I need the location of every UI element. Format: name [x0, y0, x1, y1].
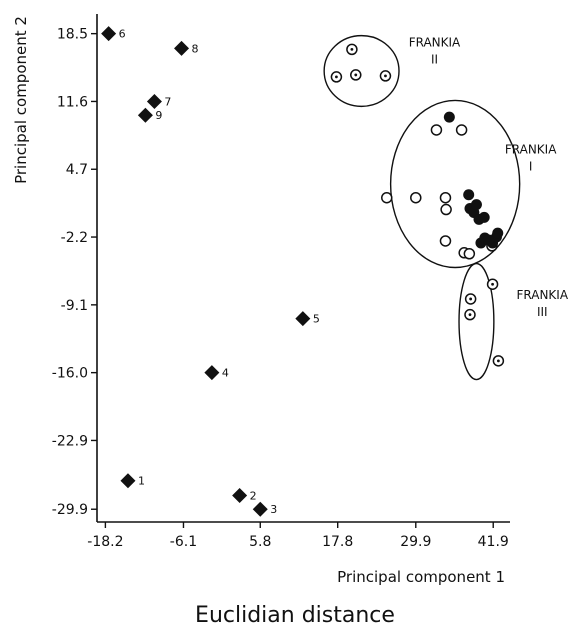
group-ellipses — [323, 34, 521, 381]
group-label-name: FRANKIA — [409, 35, 461, 49]
y-tick-label: 11.6 — [57, 94, 88, 110]
diamond-point-label: 3 — [270, 503, 277, 516]
x-axis-title: Principal component 1 — [337, 568, 505, 586]
dotted-circle-center — [468, 313, 472, 317]
group-label-numeral: I — [529, 160, 533, 174]
open-circle-marker — [455, 124, 468, 136]
figure-caption: Euclidian distance — [195, 603, 395, 628]
x-tick-label: 5.8 — [249, 534, 271, 550]
diamond-point-label: 8 — [192, 42, 199, 55]
group-label-name: FRANKIA — [516, 288, 568, 302]
diamond-point-label: 2 — [250, 489, 257, 502]
x-tick-label: 17.8 — [322, 534, 353, 550]
open-circle-marker — [430, 124, 443, 136]
group-ellipse — [389, 99, 521, 269]
dotted-circle-center — [354, 73, 358, 77]
dotted-circle-center — [335, 75, 338, 79]
filled-circle-marker — [463, 189, 475, 201]
group-label-numeral: II — [431, 52, 438, 66]
y-ticks: 18.5 11.6 4.7 -2.2 -9.1 -16.0 -22.9 -29.9 — [52, 27, 97, 518]
diamond-marker — [101, 26, 117, 42]
diamond-marker — [252, 501, 268, 517]
x-tick-label: 29.9 — [400, 534, 431, 550]
group-ellipse — [458, 262, 495, 381]
dotted-circle-center — [384, 74, 387, 78]
diamond-marker — [295, 311, 311, 327]
x-tick-label: 41.9 — [478, 534, 509, 550]
x-tick-label: -6.1 — [170, 534, 197, 550]
diamond-point-label: 9 — [155, 109, 162, 122]
diamond-marker — [137, 107, 153, 123]
x-ticks: -18.2 -6.1 5.8 17.8 29.9 41.9 — [87, 522, 509, 550]
y-axis-title: Principal component 2 — [12, 16, 30, 184]
filled-circle-marker — [478, 211, 490, 223]
diamond-marker — [174, 40, 190, 56]
open-circle-marker — [440, 203, 452, 216]
open-circle-marker — [463, 248, 476, 260]
diamond-point-label: 7 — [164, 95, 171, 108]
diamond-point-label: 6 — [119, 28, 126, 41]
open-circle-marker — [380, 191, 393, 204]
open-circle-marker — [439, 191, 452, 204]
y-tick-label: -29.9 — [52, 502, 88, 518]
dotted-circle-center — [350, 47, 354, 51]
y-tick-label: -16.0 — [52, 366, 88, 382]
diamond-point-label: 1 — [138, 475, 145, 488]
diamond-marker — [146, 93, 162, 109]
open-circle-marker — [439, 235, 452, 247]
filled-circle-marker — [470, 199, 482, 211]
y-tick-label: -2.2 — [61, 230, 88, 246]
dotted-circle-center — [496, 359, 500, 363]
group-labels: FRANKIA II FRANKIA I FRANKIA III — [409, 35, 569, 319]
diamond-point-label: 4 — [222, 367, 229, 380]
group-ellipse — [323, 34, 400, 108]
diamond-point-label: 5 — [313, 313, 320, 326]
open-circle-marker — [410, 191, 422, 204]
x-tick-label: -18.2 — [87, 534, 123, 550]
axes — [96, 14, 510, 523]
y-tick-label: 4.7 — [66, 162, 88, 178]
filled-circle-marker — [483, 234, 495, 246]
filled-circle-marker — [492, 227, 504, 239]
dotted-circle-center — [491, 282, 494, 286]
y-tick-label: -22.9 — [52, 433, 88, 449]
diamond-marker — [120, 473, 136, 489]
y-tick-label: -9.1 — [61, 298, 88, 314]
diamond-marker — [232, 487, 248, 503]
group-label-numeral: III — [537, 305, 548, 319]
filled-circle-marker — [443, 111, 455, 123]
y-tick-label: 18.5 — [57, 27, 88, 43]
diamond-marker — [204, 365, 220, 381]
dotted-circle-center — [469, 297, 473, 301]
group-label-name: FRANKIA — [505, 143, 557, 157]
